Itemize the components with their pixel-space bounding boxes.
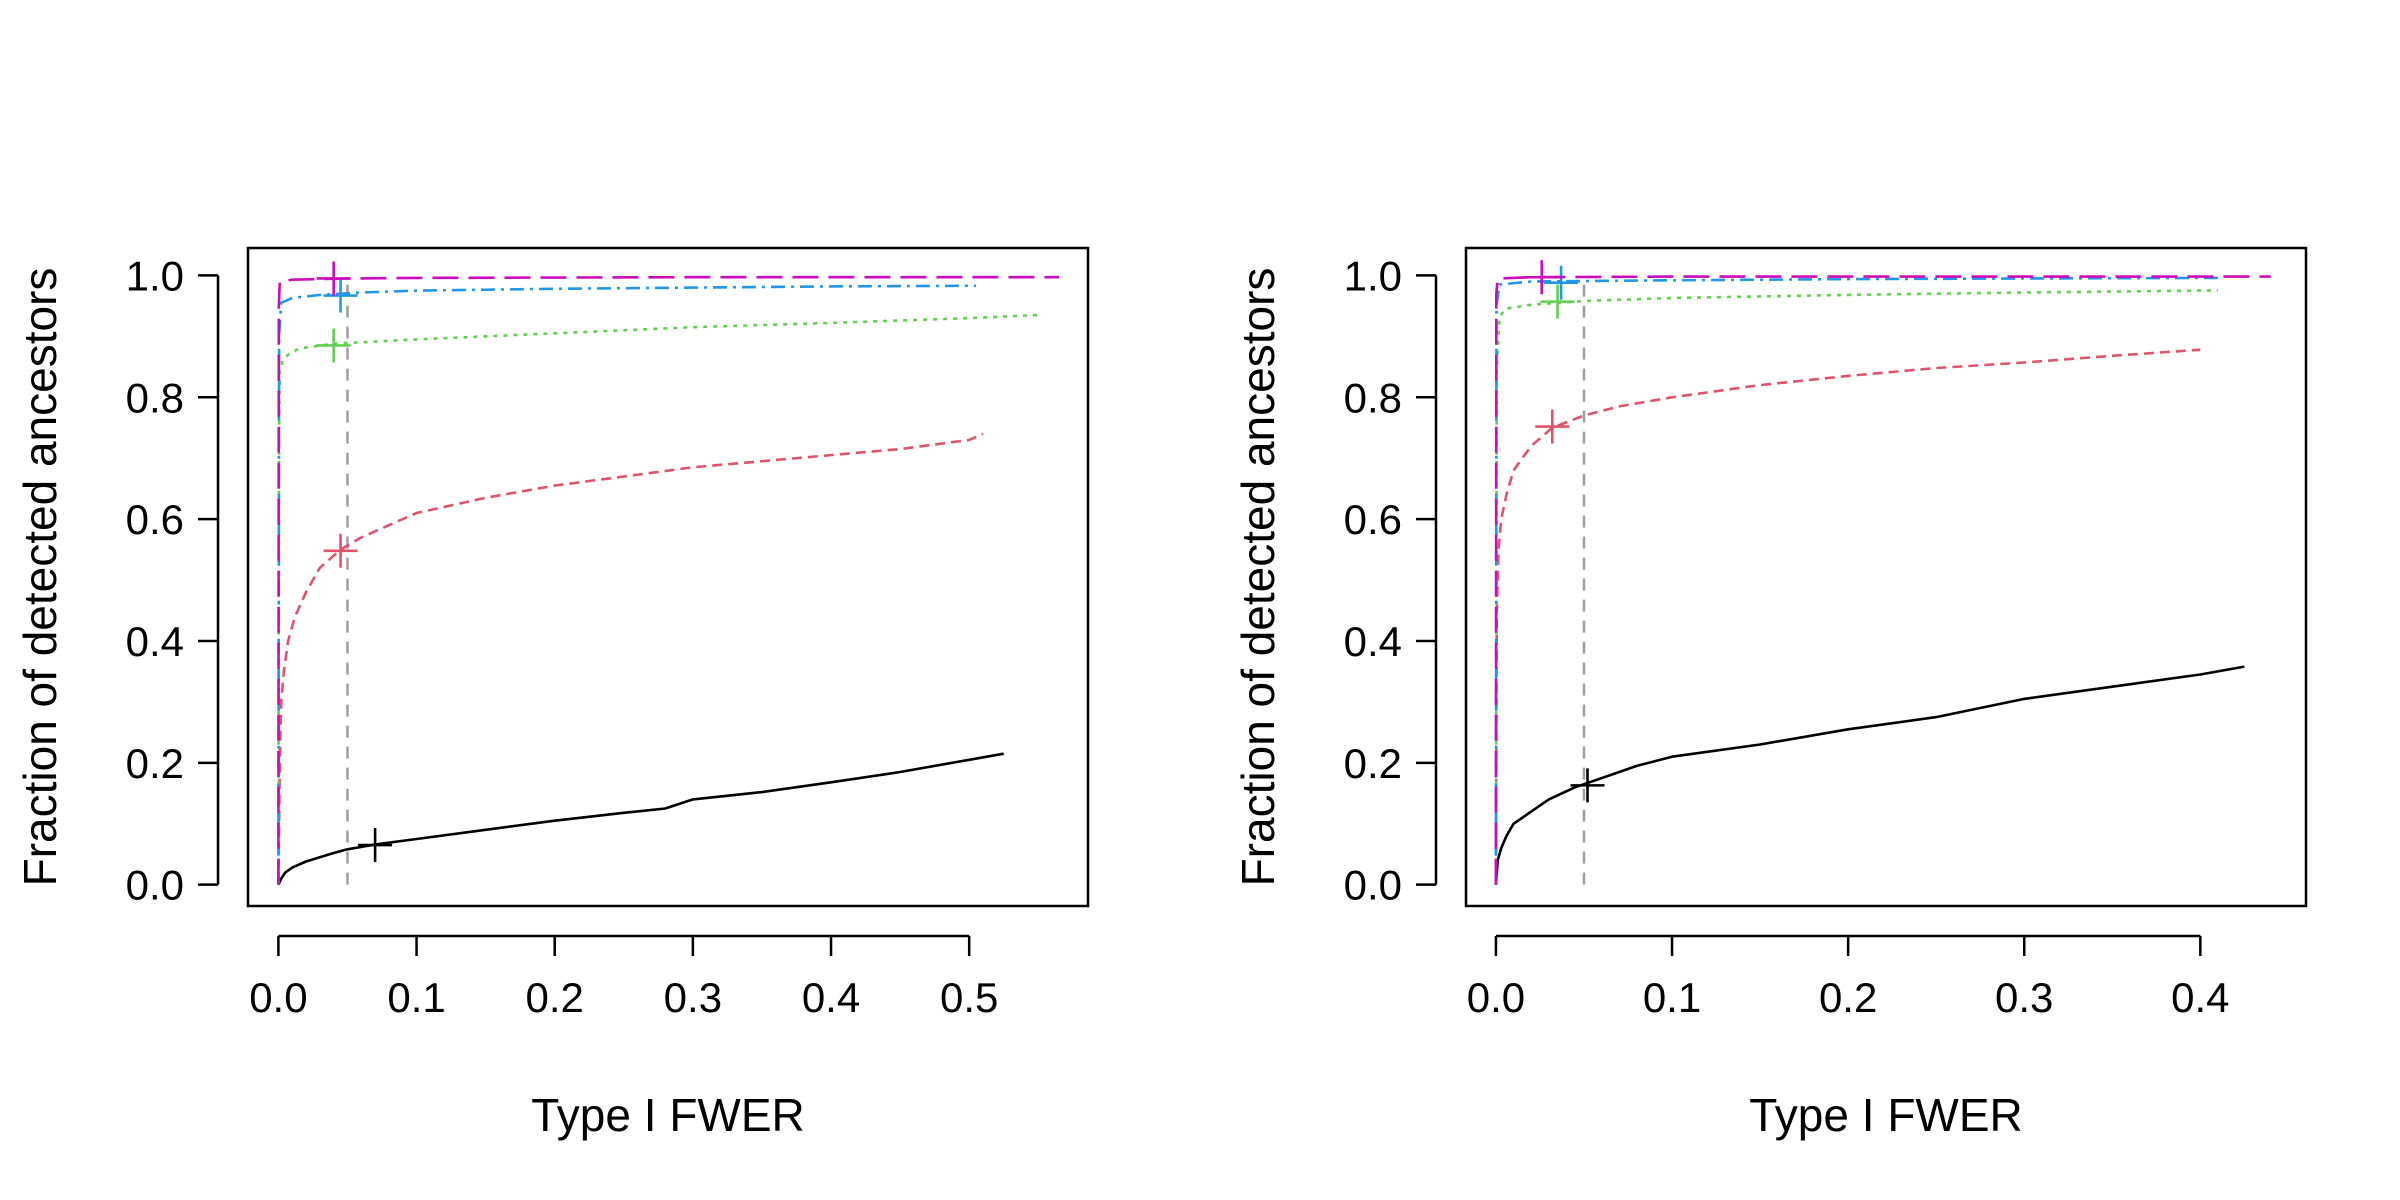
- chart-1-y-tick-label: 0.2: [126, 740, 184, 787]
- chart-1-series-red-line: [277, 432, 984, 885]
- chart-2-series-magenta-line: [1494, 275, 2271, 885]
- chart-2-x-tick-label: 0.1: [1643, 974, 1701, 1021]
- chart-2-y-tick-label: 1.0: [1344, 252, 1402, 299]
- chart-2-series-red-line: [1494, 348, 2201, 885]
- chart-2-series-green-line: [1494, 289, 2218, 885]
- chart-1-series-blue-line: [277, 284, 977, 885]
- chart-1-x-tick-label: 0.3: [664, 974, 722, 1021]
- chart-2-y-tick-label: 0.4: [1344, 618, 1402, 665]
- chart-2-y-tick-label: 0.0: [1344, 862, 1402, 909]
- chart-panel-left: 0.0 0.1 0.2 0.3 0.4 0.5 0.0 0.2 0.4 0.6 0.8 1.0 Type…: [14, 246, 1090, 1141]
- chart-1-series-magenta-line: [277, 275, 1059, 885]
- chart-panel-right: 0.0 0.1 0.2 0.3 0.4 0.0 0.2 0.4 0.6 0.8 1.0 Type I …: [1232, 246, 2308, 1141]
- chart-2-series-black-line: [1494, 665, 2245, 885]
- chart-1-y-tick-label: 0.4: [126, 618, 184, 665]
- chart-2-plot-frame: [1464, 246, 2308, 908]
- chart-1-y-tick-label: 0.8: [126, 374, 184, 421]
- chart-2-x-tick-label: 0.0: [1467, 974, 1525, 1021]
- chart-2-x-tick-label: 0.4: [2171, 974, 2229, 1021]
- chart-1-x-tick-label: 0.0: [249, 974, 307, 1021]
- chart-1-x-tick-label: 0.1: [387, 974, 445, 1021]
- chart-2-x-tick-label: 0.3: [1995, 974, 2053, 1021]
- chart-1-series-green-line: [277, 313, 1039, 885]
- chart-2-series-blue-line: [1494, 276, 2218, 885]
- chart-1-y-tick-label: 1.0: [126, 252, 184, 299]
- chart-1-x-axis-title: Type I FWER: [531, 1089, 804, 1141]
- chart-1-y-tick-label: 0.6: [126, 496, 184, 543]
- chart-1-x-tick-label: 0.2: [526, 974, 584, 1021]
- chart-2-y-tick-label: 0.6: [1344, 496, 1402, 543]
- chart-1-x-tick-label: 0.5: [940, 974, 998, 1021]
- chart-2-y-tick-label: 0.8: [1344, 374, 1402, 421]
- chart-1-y-axis-title: Fraction of detected ancestors: [14, 268, 66, 887]
- chart-2-x-axis-title: Type I FWER: [1749, 1089, 2022, 1141]
- chart-1-x-tick-label: 0.4: [802, 974, 860, 1021]
- chart-2-y-axis-title: Fraction of detected ancestors: [1232, 268, 1284, 887]
- chart-1-series-black-line: [277, 752, 1004, 886]
- chart-2-y-tick-label: 0.2: [1344, 740, 1402, 787]
- chart-1-y-tick-label: 0.0: [126, 862, 184, 909]
- chart-2-x-tick-label: 0.2: [1819, 974, 1877, 1021]
- chart-1-plot-frame: [246, 246, 1090, 908]
